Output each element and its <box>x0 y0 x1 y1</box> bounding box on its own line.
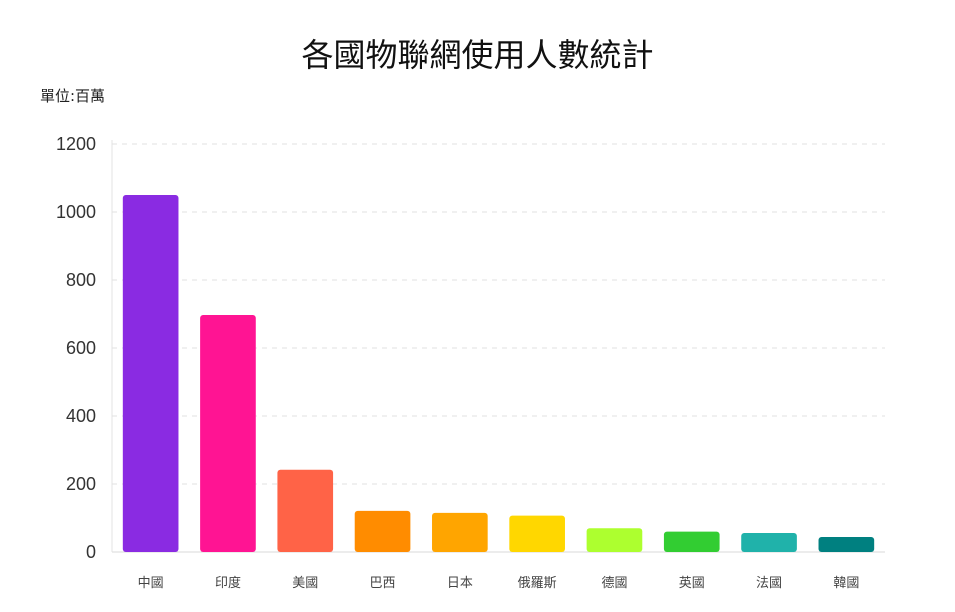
x-tick-label: 俄羅斯 <box>518 576 557 591</box>
bar-9 <box>819 537 875 552</box>
y-tick-label: 400 <box>66 406 96 426</box>
bars <box>123 195 874 552</box>
bar-7 <box>664 532 720 552</box>
y-tick-label: 600 <box>66 338 96 358</box>
y-tick-label: 0 <box>86 542 96 562</box>
x-tick-label: 英國 <box>679 576 705 591</box>
bar-4 <box>432 513 488 552</box>
x-tick-label: 中國 <box>138 576 164 591</box>
bar-8 <box>741 533 797 552</box>
y-tick-label: 1000 <box>56 202 96 222</box>
bar-1 <box>200 315 256 552</box>
x-tick-label: 美國 <box>292 576 318 591</box>
y-tick-label: 1200 <box>56 134 96 154</box>
bar-2 <box>277 470 333 552</box>
y-tick-label: 800 <box>66 270 96 290</box>
bar-5 <box>509 516 565 552</box>
x-tick-label: 巴西 <box>370 576 396 591</box>
bar-6 <box>587 528 643 552</box>
bar-3 <box>355 511 411 552</box>
x-tick-label: 法國 <box>756 576 782 591</box>
bar-0 <box>123 195 179 552</box>
x-tick-label: 韓國 <box>833 576 859 591</box>
x-axis: 中國 印度 美國 巴西 日本 俄羅斯 德國 英國 法國 韓國 <box>138 575 860 591</box>
x-tick-label: 日本 <box>447 576 473 591</box>
y-tick-label: 200 <box>66 474 96 494</box>
x-tick-label: 印度 <box>215 575 241 591</box>
y-axis: 0 200 400 600 800 1000 1200 <box>56 134 112 562</box>
x-tick-label: 德國 <box>601 576 627 591</box>
